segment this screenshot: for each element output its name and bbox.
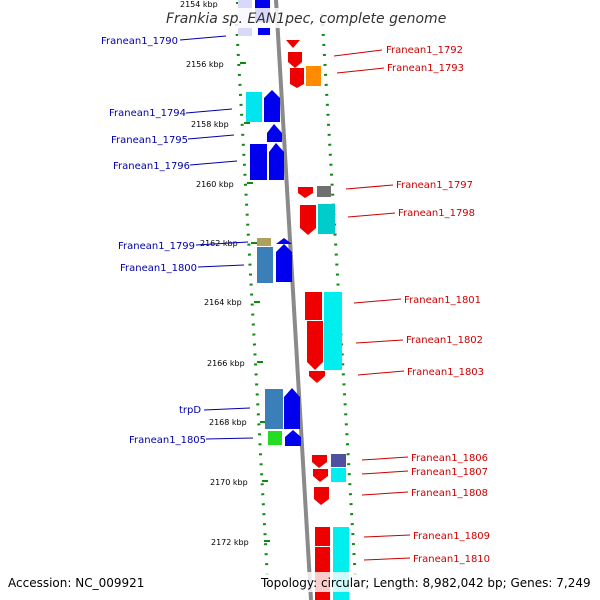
gene-label[interactable]: Franean1_1810 xyxy=(413,554,490,565)
gene-arrow[interactable] xyxy=(269,143,284,180)
gene-arrow[interactable] xyxy=(307,321,323,370)
forward-strand-genes xyxy=(238,0,301,446)
gene-label[interactable]: Franean1_1799 xyxy=(118,241,195,252)
left-leader-lines xyxy=(179,35,254,440)
gene-label[interactable]: Franean1_1800 xyxy=(120,263,197,274)
gene-block[interactable] xyxy=(268,431,282,445)
gene-arrow[interactable] xyxy=(313,469,328,482)
gene-arrow[interactable] xyxy=(284,388,300,429)
gene-arrow[interactable] xyxy=(300,205,316,235)
gene-label[interactable]: Franean1_1807 xyxy=(411,467,488,478)
gene-block[interactable] xyxy=(257,238,271,246)
gene-arrow[interactable] xyxy=(264,90,280,122)
tick-label: 2160 kbp xyxy=(196,180,234,189)
gene-arrow[interactable] xyxy=(267,124,282,142)
right-leader-lines xyxy=(333,49,411,561)
accession-text: Accession: NC_009921 xyxy=(8,576,144,590)
gene-label[interactable]: Franean1_1798 xyxy=(398,208,475,219)
gene-label[interactable]: Franean1_1808 xyxy=(411,488,488,499)
gene-label[interactable]: Franean1_1803 xyxy=(407,367,484,378)
gene-label[interactable]: Franean1_1790 xyxy=(101,36,178,47)
gene-block[interactable] xyxy=(331,468,346,482)
gene-label[interactable]: Franean1_1805 xyxy=(129,435,206,446)
gene-arrow[interactable] xyxy=(312,455,327,468)
gene-block[interactable] xyxy=(315,527,330,546)
gene-block[interactable] xyxy=(305,292,322,320)
tick-label: 2164 kbp xyxy=(204,298,242,307)
gene-block[interactable] xyxy=(318,204,335,234)
gene-label[interactable]: Franean1_1796 xyxy=(113,161,190,172)
tick-label: 2156 kbp xyxy=(186,60,224,69)
gene-label[interactable]: Franean1_1809 xyxy=(413,531,490,542)
gene-label[interactable]: Franean1_1801 xyxy=(404,295,481,306)
gene-block[interactable] xyxy=(317,186,331,197)
tick-label: 2154 kbp xyxy=(180,0,218,9)
gene-label[interactable]: Franean1_1795 xyxy=(111,135,188,146)
gene-arrow[interactable] xyxy=(276,238,292,244)
gene-arrow[interactable] xyxy=(286,40,300,48)
gene-arrow[interactable] xyxy=(298,187,313,198)
gene-arrow[interactable] xyxy=(285,430,301,446)
gene-label[interactable]: Franean1_1793 xyxy=(387,63,464,74)
footer-backing xyxy=(258,572,594,592)
right-gene-labels: Franean1_1792 Franean1_1793 Franean1_179… xyxy=(386,45,490,565)
gene-block[interactable] xyxy=(331,454,346,467)
gene-label[interactable]: Franean1_1806 xyxy=(411,453,488,464)
gene-arrow[interactable] xyxy=(314,487,329,505)
gene-label[interactable]: trpD xyxy=(179,405,201,416)
title-backing xyxy=(164,8,440,28)
genome-backbone xyxy=(274,0,313,600)
tick-label: 2168 kbp xyxy=(209,418,247,427)
gene-label[interactable]: Franean1_1797 xyxy=(396,180,473,191)
gene-arrow[interactable] xyxy=(288,52,302,68)
gene-label[interactable]: Franean1_1792 xyxy=(386,45,463,56)
tick-label: 2158 kbp xyxy=(191,120,229,129)
gene-block[interactable] xyxy=(246,92,262,122)
gene-arrow[interactable] xyxy=(276,244,292,282)
tick-label: 2170 kbp xyxy=(210,478,248,487)
gene-arrow[interactable] xyxy=(258,28,270,35)
gene-arrow[interactable] xyxy=(290,68,304,88)
gene-arrow[interactable] xyxy=(309,371,325,383)
gene-block[interactable] xyxy=(324,292,342,370)
gene-block[interactable] xyxy=(250,144,267,180)
map-title: Frankia sp. EAN1pec, complete genome xyxy=(166,11,446,27)
tick-label: 2172 kbp xyxy=(211,538,249,547)
gene-block[interactable] xyxy=(257,247,273,283)
topology-text: Topology: circular; Length: 8,982,042 bp… xyxy=(260,576,591,590)
left-gene-labels: Franean1_1790 Franean1_1794 Franean1_179… xyxy=(101,36,206,446)
gene-block[interactable] xyxy=(265,389,283,429)
tick-label: 2166 kbp xyxy=(207,359,245,368)
gene-label[interactable]: Franean1_1794 xyxy=(109,108,186,119)
gene-block[interactable] xyxy=(306,66,321,86)
gene-label[interactable]: Franean1_1802 xyxy=(406,335,483,346)
